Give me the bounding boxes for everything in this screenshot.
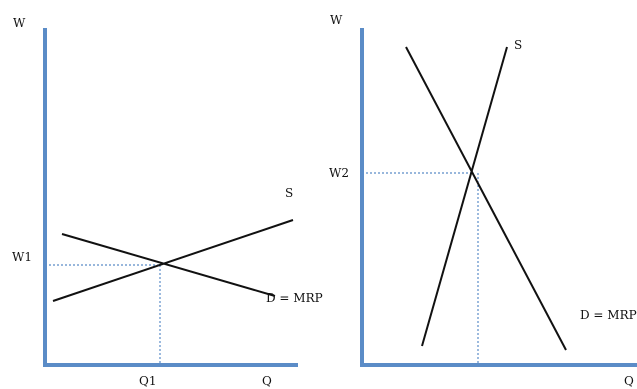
left-quantity-label: Q1 (139, 374, 156, 388)
right-demand-curve (405, 46, 567, 351)
left-demand-curve (61, 233, 276, 297)
left-y-axis-label: W (13, 16, 26, 30)
left-supply-label: S (285, 186, 293, 200)
right-wage-label: W2 (329, 166, 349, 180)
right-y-axis-label: W (330, 13, 343, 27)
left-x-axis-label: Q (262, 374, 272, 388)
right-x-axis-label: Q (624, 374, 634, 388)
right-supply-label: S (514, 38, 522, 52)
right-demand-label: D = MRP (580, 308, 637, 322)
left-wage-label: W1 (12, 250, 32, 264)
right-supply-curve (421, 46, 508, 347)
left-panel: W W1 Q1 Q S D = MRP (12, 16, 323, 388)
left-supply-curve (52, 219, 294, 302)
right-panel: W W2 S D = MRP Q (329, 13, 637, 388)
left-demand-label: D = MRP (266, 291, 323, 305)
